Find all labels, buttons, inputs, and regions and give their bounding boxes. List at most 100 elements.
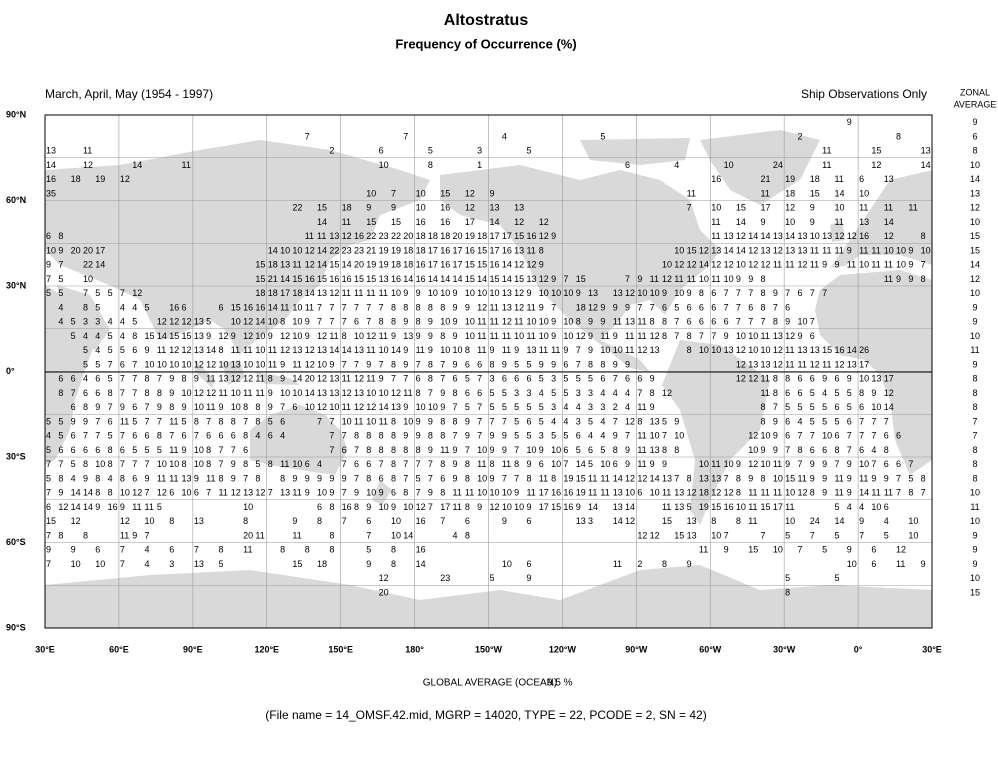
cell-value: 9 [650,374,655,384]
cell-value: 12 [526,260,536,270]
cell-value: 13 [797,231,807,241]
cell-value: 15 [551,502,561,512]
cell-value: 8 [699,288,704,298]
cell-value: 15 [576,473,586,483]
cell-value: 5 [255,459,260,469]
cell-value: 13 [613,288,623,298]
cell-value: 10 [366,488,376,498]
cell-value: 8 [440,431,445,441]
cell-value: 17 [465,217,475,227]
cell-value: 12 [58,502,68,512]
cell-value: 11 [477,331,486,341]
cell-value: 11 [613,317,622,327]
cell-value: 10 [465,317,475,327]
cell-value: 9 [539,260,544,270]
cell-value: 11 [206,473,215,483]
cell-value: 3 [526,388,531,398]
cell-value: 8 [58,530,63,540]
cell-value: 8 [428,374,433,384]
cell-value: 13 [711,245,721,255]
cell-value: 10 [674,288,684,298]
cell-value: 5 [810,388,815,398]
cell-value: 4 [120,331,125,341]
cell-value: 12 [773,245,783,255]
lon-label: 150°E [328,644,353,654]
cell-value: 9 [416,331,421,341]
cell-value: 11 [761,488,770,498]
cell-value: 8 [884,445,889,455]
cell-value: 11 [761,388,770,398]
cell-value: 9 [120,502,125,512]
cell-value: 6 [526,516,531,526]
cell-value: 10 [453,345,463,355]
cell-value: 16 [526,231,536,241]
cell-value: 18 [699,488,709,498]
cell-value: 6 [218,431,223,441]
cell-value: 9 [551,274,556,284]
cell-value: 10 [785,217,795,227]
cell-value: 7 [773,402,778,412]
cell-value: 10 [514,502,524,512]
cell-value: 9 [797,331,802,341]
cell-value: 15 [46,516,56,526]
cell-value: 4 [859,502,864,512]
cell-value: 8 [305,545,310,555]
cell-value: 5 [58,416,63,426]
cell-value: 10 [391,530,401,540]
zonal-average: 8 [972,459,977,469]
cell-value: 5 [674,302,679,312]
cell-value: 7 [243,416,248,426]
cell-value: 7 [797,545,802,555]
cell-value: 7 [342,431,347,441]
cell-value: 7 [662,431,667,441]
cell-value: 10 [637,288,647,298]
cell-value: 7 [231,445,236,455]
cell-value: 8 [243,516,248,526]
cell-value: 7 [157,416,162,426]
lon-label: 30°E [922,644,942,654]
cell-value: 12 [514,288,524,298]
cell-value: 18 [428,231,438,241]
cell-value: 11 [416,345,425,355]
cell-value: 11 [514,317,523,327]
cell-value: 14 [255,317,265,327]
cell-value: 24 [773,160,783,170]
cell-value: 16 [255,302,265,312]
cell-value: 10 [477,488,487,498]
cell-value: 9 [453,359,458,369]
cell-value: 9 [502,445,507,455]
cell-value: 7 [613,374,618,384]
zonal-average: 14 [970,260,980,270]
cell-value: 8 [391,359,396,369]
cell-value: 7 [477,374,482,384]
zonal-average: 9 [972,117,977,127]
cell-value: 10 [847,559,857,569]
cell-value: 8 [379,431,384,441]
cell-value: 6 [366,516,371,526]
cell-value: 7 [847,445,852,455]
cell-value: 9 [329,473,334,483]
cell-value: 6 [465,516,470,526]
cell-value: 7 [724,302,729,312]
cell-value: 7 [453,431,458,441]
cell-value: 5 [465,402,470,412]
cell-value: 14 [95,260,105,270]
cell-value: 12 [539,231,549,241]
cell-value: 6 [847,416,852,426]
cell-value: 12 [317,331,327,341]
cell-value: 17 [280,288,290,298]
cell-value: 9 [539,359,544,369]
cell-value: 12 [231,374,241,384]
cell-value: 10 [231,317,241,327]
cell-value: 8 [120,473,125,483]
zonal-average: 15 [970,245,980,255]
cell-value: 12 [625,288,635,298]
cell-value: 8 [108,445,113,455]
cell-value: 10 [871,502,881,512]
cell-value: 8 [379,445,384,455]
cell-value: 7 [834,459,839,469]
cell-value: 4 [822,388,827,398]
cell-value: 13 [292,345,302,355]
cell-value: 12 [243,331,253,341]
cell-value: 15 [871,146,881,156]
